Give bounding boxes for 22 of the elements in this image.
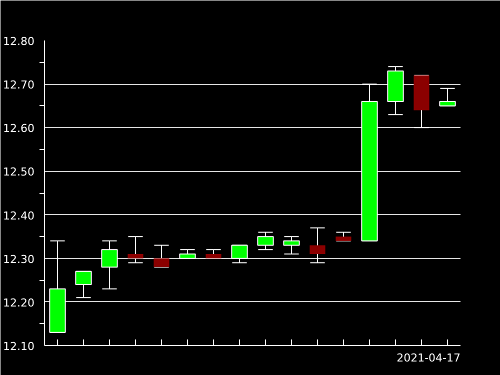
candlestick (310, 227, 326, 264)
y-tick-label: 12.50 (3, 166, 35, 179)
candlestick (257, 232, 274, 250)
candlestick (154, 244, 170, 268)
text: 2021-04-17 (396, 352, 461, 364)
candlestick (101, 240, 118, 290)
y-tick-label: 12.30 (3, 252, 35, 266)
y-tick-label: 12.20 (3, 296, 35, 310)
candlestick (231, 244, 248, 264)
y-tick-label: 12.70 (3, 78, 35, 92)
candlestick (414, 74, 430, 128)
y-tick-label: 12.80 (3, 35, 35, 48)
candlestick (336, 232, 352, 242)
candlestick (439, 88, 456, 106)
candlestick (283, 236, 300, 254)
y-tick-label: 12.60 (3, 122, 35, 136)
y-tick-label: 12.40 (3, 209, 35, 222)
candlestick (206, 249, 222, 259)
candlestick (179, 249, 196, 259)
candlestick (75, 270, 92, 298)
candlestick (128, 236, 144, 264)
y-tick-label: 12.10 (3, 340, 35, 353)
